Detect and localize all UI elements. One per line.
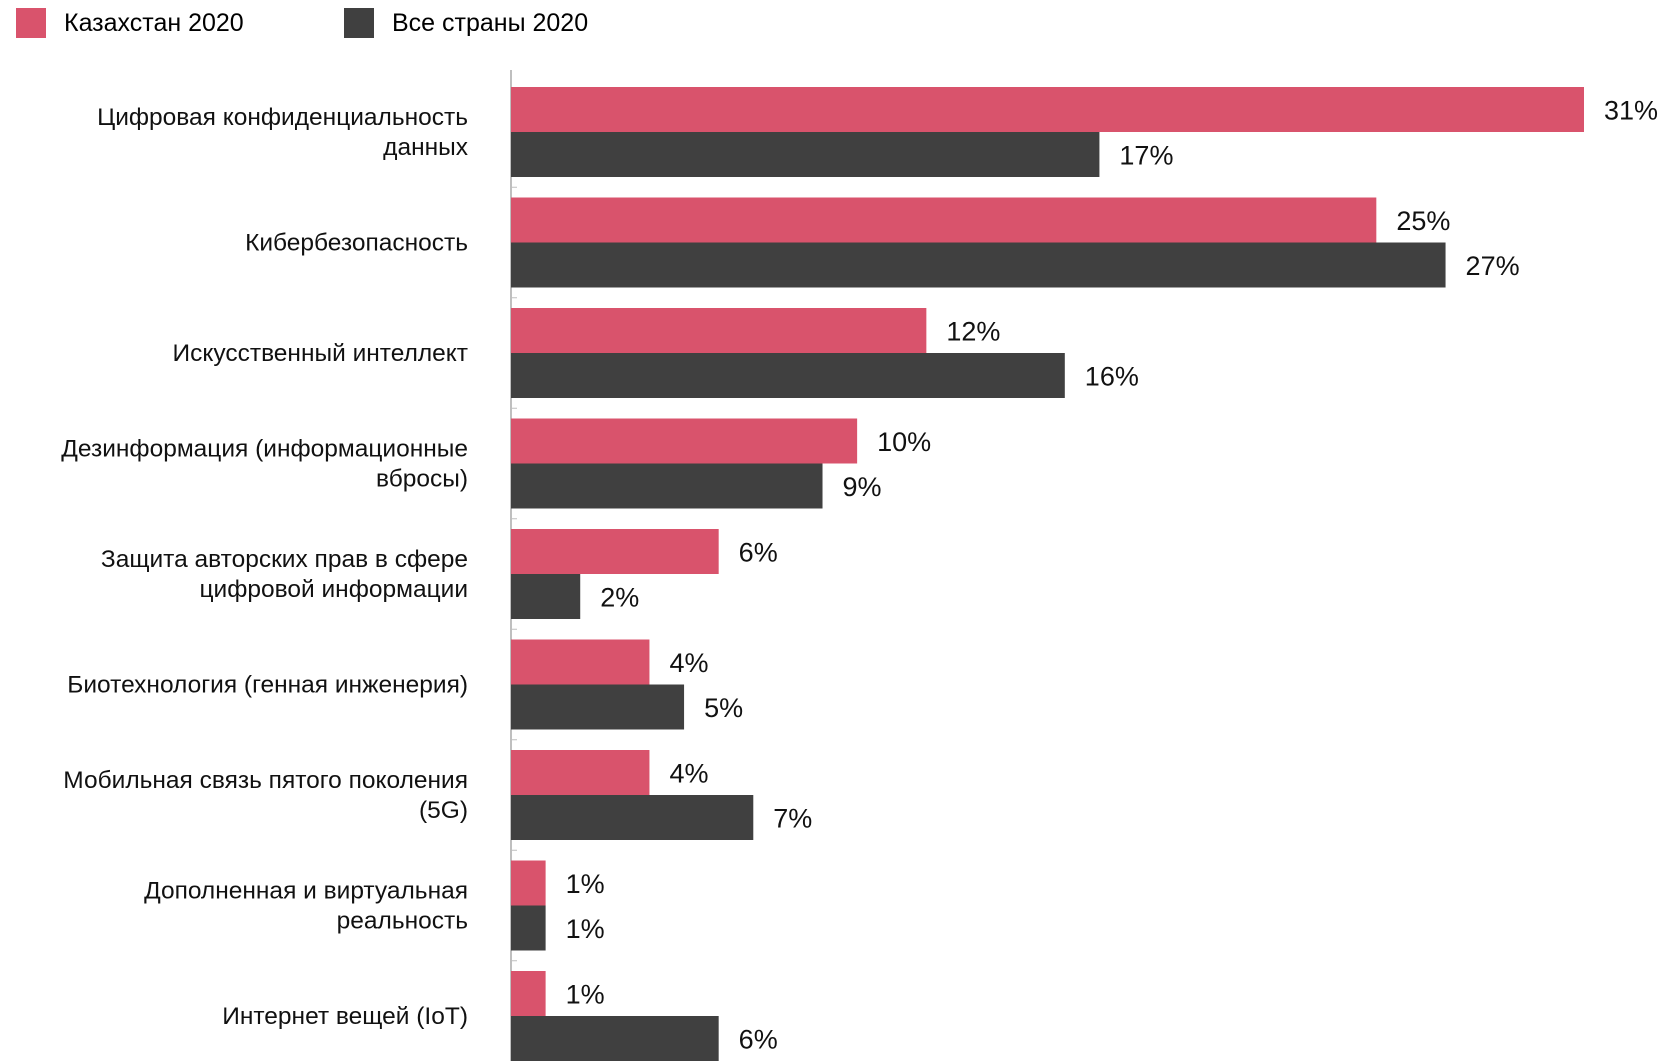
data-label: 7% [773, 804, 812, 834]
legend-swatch-all-countries [344, 8, 374, 38]
legend-label-kazakhstan: Казахстан 2020 [64, 9, 244, 37]
category-label: Биотехнология (генная инженерия) [67, 672, 468, 699]
data-label: 5% [704, 693, 743, 723]
data-label: 1% [566, 980, 605, 1010]
bar-all-countries [511, 242, 1446, 288]
category-label: данных [383, 134, 468, 161]
bar-kazakhstan [511, 860, 546, 906]
bar-kazakhstan [511, 750, 650, 795]
data-label: 1% [566, 869, 605, 899]
bar-all-countries [511, 684, 685, 730]
category-label: вбросы) [376, 466, 468, 493]
category-label: (5G) [419, 797, 468, 824]
data-label: 4% [669, 759, 708, 789]
bar-all-countries [511, 353, 1065, 398]
data-label: 10% [877, 427, 931, 457]
category-label: Кибербезопасность [245, 230, 468, 257]
category-label: реальность [337, 908, 468, 935]
category-label: цифровой информации [200, 576, 468, 603]
data-label: 6% [739, 538, 778, 568]
category-label: Дезинформация (информационные [61, 436, 468, 463]
bar-kazakhstan [511, 418, 858, 464]
bar-all-countries [511, 574, 581, 619]
legend-label-all-countries: Все страны 2020 [392, 9, 589, 37]
data-label: 4% [669, 648, 708, 678]
data-label: 17% [1119, 141, 1173, 171]
bar-all-countries [511, 463, 823, 509]
data-label: 25% [1396, 206, 1450, 236]
legend-item-all-countries: Все страны 2020 [344, 8, 588, 38]
legend-item-kazakhstan: Казахстан 2020 [16, 8, 244, 38]
bar-all-countries [511, 1016, 719, 1061]
category-label: Искусственный интеллект [173, 340, 468, 367]
data-label: 27% [1466, 251, 1520, 281]
category-label: Цифровая конфиденциальность [97, 104, 468, 131]
bar-kazakhstan [511, 308, 927, 353]
data-label: 16% [1085, 362, 1139, 392]
bar-all-countries [511, 132, 1100, 177]
category-label: Интернет вещей (IoT) [222, 1003, 468, 1030]
bar-all-countries [511, 795, 754, 840]
data-label: 6% [739, 1025, 778, 1055]
bar-kazakhstan [511, 529, 719, 574]
data-label: 31% [1604, 96, 1658, 126]
data-label: 2% [600, 583, 639, 613]
bar-kazakhstan [511, 197, 1377, 243]
data-label: 12% [946, 317, 1000, 347]
legend-swatch-kazakhstan [16, 8, 46, 38]
bar-all-countries [511, 905, 546, 951]
category-label: Мобильная связь пятого поколения [63, 767, 468, 794]
bar-kazakhstan [511, 971, 546, 1016]
bar-kazakhstan [511, 87, 1584, 132]
bar-kazakhstan [511, 639, 650, 685]
category-label: Дополненная и виртуальная [144, 878, 468, 905]
category-label: Защита авторских прав в сфере [101, 546, 468, 573]
legend: Казахстан 2020 Все страны 2020 [0, 0, 900, 60]
data-label: 1% [566, 914, 605, 944]
data-label: 9% [843, 472, 882, 502]
